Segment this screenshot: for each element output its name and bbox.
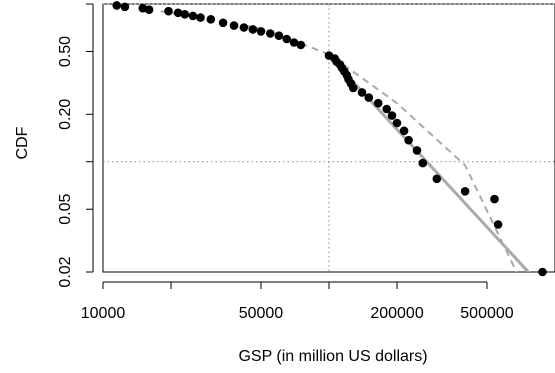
data-point — [289, 38, 299, 47]
data-point — [256, 27, 266, 36]
x-tick-label: 10000 — [81, 305, 126, 322]
data-point — [387, 111, 397, 120]
fit-line-dashed — [160, 10, 518, 272]
plot-frame — [102, 3, 555, 273]
data-point — [282, 34, 292, 44]
y-tick-label: 0.05 — [57, 194, 74, 225]
fit-lines — [160, 10, 531, 272]
data-point — [460, 187, 470, 196]
y-axis-label: CDF — [14, 126, 31, 159]
data-point — [538, 267, 547, 277]
data-point — [218, 18, 228, 28]
x-tick-label: 200000 — [370, 305, 423, 322]
data-point — [206, 14, 216, 24]
y-axis: 0.02 0.05 0.20 0.50 — [57, 3, 94, 288]
data-point — [164, 6, 173, 16]
data-point — [404, 135, 413, 145]
data-point — [173, 8, 183, 18]
data-point — [239, 23, 249, 32]
x-tick-label: 50000 — [239, 305, 284, 322]
data-point — [229, 21, 239, 30]
data-point — [266, 29, 275, 38]
data-point — [188, 11, 198, 21]
data-point — [382, 104, 392, 114]
data-point — [418, 158, 428, 168]
data-point — [412, 146, 422, 155]
data-point — [364, 93, 374, 102]
data-point — [180, 10, 190, 19]
data-point — [296, 40, 306, 50]
data-point — [392, 118, 402, 128]
data-point — [144, 5, 154, 14]
data-point — [112, 1, 121, 10]
y-tick-label: 0.50 — [57, 36, 74, 67]
data-point — [120, 2, 130, 12]
data-points — [112, 1, 547, 277]
data-point — [348, 83, 358, 93]
data-point — [432, 174, 442, 184]
data-point — [490, 194, 499, 204]
data-point — [357, 88, 367, 97]
y-tick-label: 0.20 — [57, 99, 74, 130]
data-point — [248, 25, 258, 34]
data-point — [274, 31, 284, 40]
reference-lines — [103, 3, 555, 272]
data-point — [373, 98, 383, 108]
data-point — [493, 220, 503, 229]
data-point — [196, 13, 205, 22]
x-tick-label: 500000 — [460, 305, 513, 322]
y-tick-label: 0.02 — [57, 256, 74, 287]
x-axis: 10000 50000 200000 500000 — [81, 281, 514, 322]
x-axis-label: GSP (in million US dollars) — [238, 348, 427, 365]
data-point — [399, 126, 409, 136]
